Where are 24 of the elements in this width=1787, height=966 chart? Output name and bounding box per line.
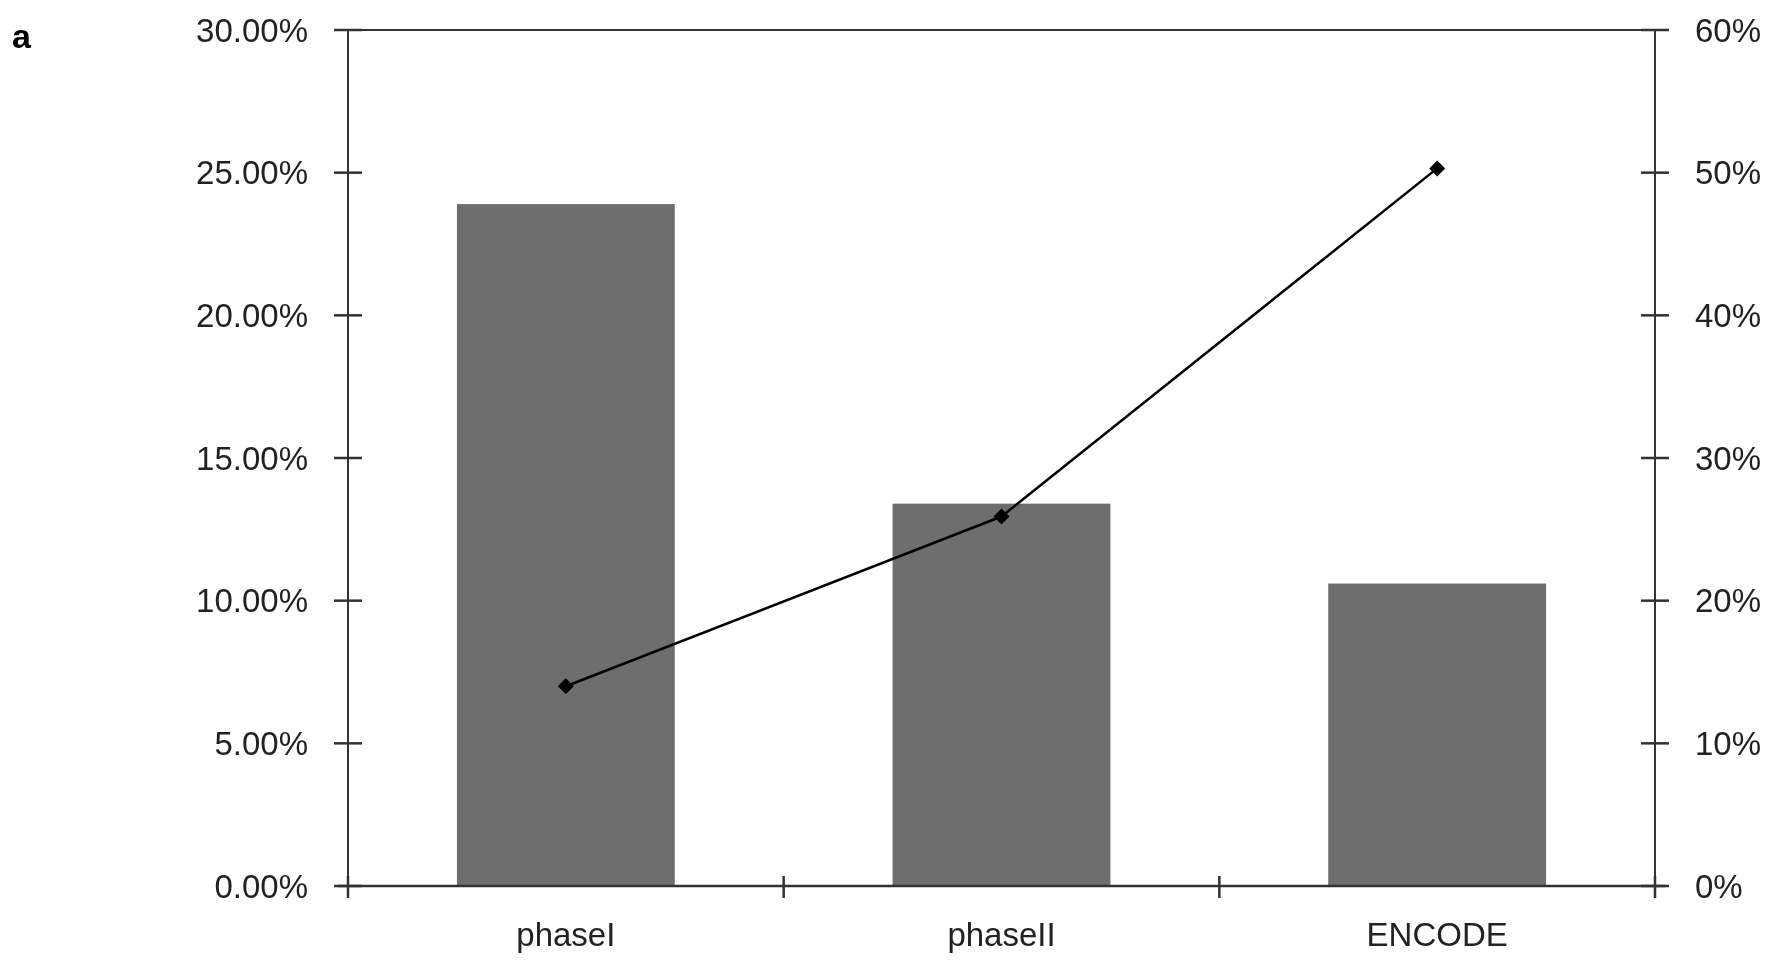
y2-tick-label: 20% — [1695, 582, 1762, 620]
y-tick-label: 20.00% — [196, 296, 308, 334]
x-tick-label: phaseI — [516, 916, 616, 953]
point — [993, 508, 1010, 525]
y2-tick-label: 0% — [1695, 867, 1743, 905]
y-tick-label: 25.00% — [196, 154, 308, 192]
y-tick-label: 10.00% — [196, 582, 308, 620]
point — [557, 678, 574, 695]
y2-tick-label: 30% — [1695, 439, 1762, 477]
y-tick-label: 30.00% — [196, 11, 308, 49]
y2-tick-label: 50% — [1695, 154, 1762, 192]
text: a — [12, 17, 32, 55]
x-tick-label: phaseII — [947, 916, 1056, 953]
point — [1429, 160, 1446, 177]
bar — [456, 204, 675, 886]
y-tick-label: 15.00% — [196, 439, 308, 477]
y2-tick-label: 60% — [1695, 11, 1762, 49]
y-tick-label: 5.00% — [214, 724, 308, 762]
x-tick-label: ENCODE — [1366, 916, 1508, 953]
y-tick-label: 0.00% — [214, 867, 308, 905]
bar — [892, 503, 1111, 886]
y2-tick-label: 40% — [1695, 296, 1762, 334]
bar — [1328, 583, 1547, 886]
y2-tick-label: 10% — [1695, 724, 1762, 762]
